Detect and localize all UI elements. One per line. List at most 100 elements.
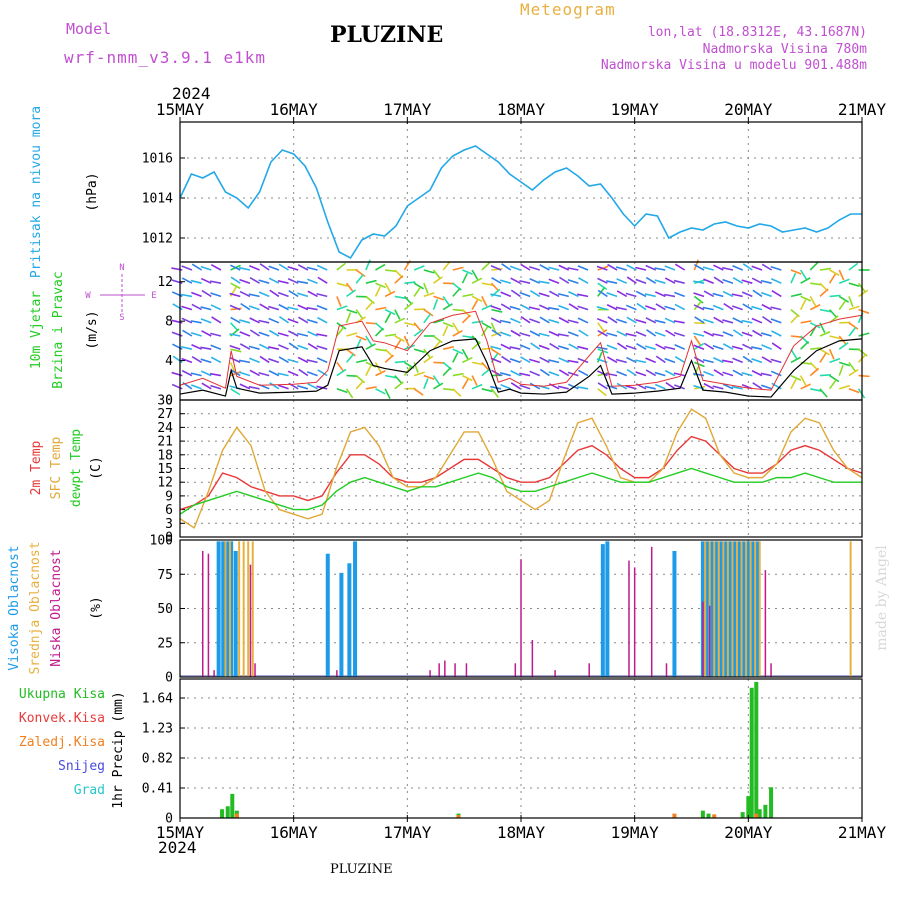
wind-arrow <box>200 346 212 350</box>
wind-arrow <box>520 263 531 271</box>
cloud-bar <box>713 541 716 677</box>
wind-arrow <box>423 355 434 364</box>
wind-arrow <box>461 378 469 390</box>
wind-arrow <box>607 356 618 364</box>
x-tick-label-bottom: 21MAY <box>838 823 887 842</box>
wind-arrow <box>664 369 676 377</box>
precip-bar <box>754 813 759 818</box>
wind-arrow <box>249 317 260 324</box>
wind-arrow <box>375 388 386 395</box>
wind-arrow <box>819 267 831 271</box>
wind-arrow <box>433 295 445 301</box>
wind-arrow <box>809 322 821 329</box>
wind-arrow <box>732 329 744 337</box>
wind-arrow <box>509 305 521 311</box>
wind-arrow <box>452 287 461 297</box>
wind-arrow <box>722 371 734 377</box>
wind-arrow <box>509 317 521 324</box>
cloud-bar <box>709 541 714 677</box>
wind-arrow <box>635 371 647 377</box>
wind-arrow <box>471 277 483 284</box>
wind-arrow <box>268 329 280 337</box>
wind-arrow <box>538 332 550 337</box>
wind-arrow <box>790 348 798 360</box>
precip-bar <box>746 796 751 818</box>
wind-arrow <box>625 344 637 350</box>
cloud-bar <box>665 663 668 677</box>
wind-arrow <box>345 388 354 399</box>
wind-arrow <box>413 362 419 373</box>
x-tick-label-bottom: 17MAY <box>383 823 432 842</box>
wind-arrow <box>762 315 773 324</box>
wind-arrow <box>829 335 841 340</box>
wind-arrow <box>645 305 656 311</box>
wind-arrow <box>645 317 657 324</box>
wind-arrow <box>654 371 666 377</box>
wind-arrow <box>606 332 618 337</box>
wind-arrow <box>346 308 358 314</box>
wind-arrow <box>722 319 734 324</box>
wind-arrow <box>567 359 579 364</box>
wind-arrow <box>267 346 280 350</box>
wind-arrow <box>673 279 685 284</box>
wind-arrow <box>760 384 772 390</box>
cloud-bar <box>714 541 719 677</box>
wind-arrow <box>664 317 676 324</box>
wind-arrow <box>645 357 657 364</box>
wind-arrow <box>287 266 299 271</box>
wind-arrow <box>664 265 676 271</box>
wind-arrow <box>548 290 560 298</box>
wind-arrow <box>577 317 589 324</box>
wind-arrow <box>461 314 471 324</box>
wind-arrow <box>258 331 270 337</box>
wind-arrow <box>394 375 403 385</box>
wind-arrow <box>296 332 309 337</box>
wind-arrow <box>442 260 451 271</box>
wind-arrow <box>365 365 372 376</box>
wind-arrow <box>636 302 647 311</box>
wind-arrow <box>258 319 270 324</box>
precip-bar <box>754 681 759 818</box>
wind-arrow <box>732 357 743 364</box>
wind-arrow <box>771 382 782 390</box>
wind-arrow <box>770 306 782 311</box>
wind-arrow <box>277 279 289 284</box>
wind-arrow <box>810 282 822 286</box>
cloud-axis-title-0: Visoka Oblacnost <box>7 545 22 670</box>
wind-arrow <box>229 304 241 311</box>
wind-arrow <box>491 348 502 356</box>
precip-legend-4: Grad <box>74 783 105 798</box>
cloud-bar <box>731 541 734 677</box>
wind-arrow <box>548 359 560 364</box>
wind-arrow <box>838 278 850 284</box>
wind-arrow <box>307 290 318 298</box>
wind-arrow <box>287 318 299 324</box>
wind-arrow <box>433 361 445 364</box>
model-name: wrf-nmm_v3.9.1 e1km <box>64 48 267 67</box>
wind-arrow <box>722 359 734 364</box>
cloud-bar <box>249 564 252 677</box>
station-title: PLUZINE <box>330 22 444 48</box>
precip-legend-2: Zaledj.Kisa <box>19 735 105 750</box>
cloud-bar <box>514 663 517 677</box>
wind-arrow <box>190 279 202 284</box>
wind-arrow <box>490 345 502 350</box>
wind-arrow <box>838 269 845 281</box>
wind-arrow <box>481 304 493 311</box>
wind-arrow <box>501 263 512 271</box>
wind-arrow <box>491 369 502 377</box>
wind-arrow <box>732 277 744 284</box>
wind-arrow <box>519 344 531 350</box>
wind-arrow <box>713 316 724 324</box>
compass-e: E <box>151 291 156 301</box>
pressure-line <box>179 145 862 260</box>
wind-arrow <box>578 277 589 284</box>
wind-arrow <box>558 369 570 377</box>
wind-arrow <box>654 319 666 324</box>
precip-legend-1: Konvek.Kisa <box>19 711 105 726</box>
wind-arrow <box>742 343 753 350</box>
wind-arrow <box>529 277 541 284</box>
wind-arrow <box>577 386 589 390</box>
cloud-bar <box>849 541 852 677</box>
wind-arrow <box>742 355 753 364</box>
